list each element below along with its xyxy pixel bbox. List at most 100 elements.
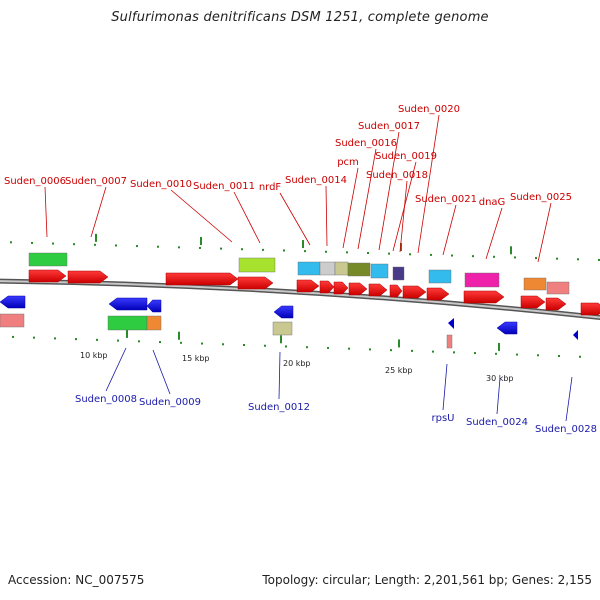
major-tick-bottom (126, 329, 128, 338)
minor-tick-bottom (411, 349, 413, 352)
minor-tick-bottom (222, 343, 224, 346)
major-tick-top (510, 246, 512, 255)
gene-label-top: Suden_0019 (375, 151, 437, 162)
gene-label-top: Suden_0016 (335, 138, 397, 149)
minor-tick-bottom (558, 355, 560, 358)
minor-tick-top (73, 243, 75, 246)
feature-box (238, 257, 276, 273)
feature-box (297, 261, 321, 276)
gene-label-top: Suden_0010 (130, 179, 192, 190)
major-tick-top (400, 243, 402, 251)
minor-tick-top (388, 252, 390, 255)
minor-tick-top (430, 253, 432, 256)
minor-tick-top (493, 255, 495, 258)
leader-line (417, 114, 440, 254)
gene-label-top: Suden_0025 (510, 192, 572, 203)
leader-line (537, 202, 552, 263)
minor-tick-top (94, 243, 96, 246)
minor-tick-top (325, 250, 327, 253)
major-tick-top (95, 233, 97, 242)
cds-reverse-arrow (108, 297, 148, 311)
feature-box (464, 272, 500, 288)
gene-label-top: Suden_0007 (65, 176, 127, 187)
gene-label-top: Suden_0006 (4, 176, 66, 187)
gene-label-top: nrdF (259, 182, 282, 193)
gene-label-bottom: Suden_0028 (535, 424, 597, 435)
leader-line (342, 167, 359, 249)
minor-tick-bottom (264, 344, 266, 347)
cds-forward-arrow (165, 272, 239, 286)
cds-reverse-arrow (0, 295, 26, 309)
minor-tick-top (535, 257, 537, 260)
minor-tick-bottom (348, 347, 350, 350)
leader-line (152, 349, 171, 395)
leader-line (378, 131, 400, 251)
feature-box (146, 315, 162, 331)
minor-tick-top (577, 258, 579, 261)
gene-label-top: Suden_0021 (415, 194, 477, 205)
minor-tick-bottom (75, 338, 77, 341)
major-tick-bottom (280, 335, 282, 344)
scale-label: 20 kbp (283, 359, 311, 368)
minor-tick-bottom (474, 352, 476, 355)
minor-tick-bottom (537, 354, 539, 357)
cds-forward-arrow (237, 276, 274, 290)
major-tick-top (302, 240, 304, 249)
cds-forward-arrow (28, 269, 67, 283)
minor-tick-top (199, 246, 201, 249)
minor-tick-top (136, 245, 138, 248)
minor-tick-bottom (201, 342, 203, 345)
feature-box (428, 269, 452, 284)
minor-tick-top (304, 250, 306, 253)
cds-forward-arrow (67, 270, 109, 284)
feature-box (334, 261, 349, 276)
feature-box (446, 334, 453, 349)
minor-tick-bottom (138, 340, 140, 343)
cds-forward-arrow (333, 281, 349, 295)
feature-box (392, 266, 405, 281)
minor-tick-bottom (327, 346, 329, 349)
cds-forward-arrow (426, 287, 450, 301)
feature-box (370, 263, 389, 279)
minor-tick-bottom (306, 346, 308, 349)
minor-tick-top (409, 253, 411, 256)
minor-tick-top (241, 248, 243, 251)
gene-label-bottom: Suden_0012 (248, 402, 310, 413)
scale-label: 10 kbp (80, 351, 108, 360)
leader-line (278, 351, 281, 400)
minor-tick-top (556, 257, 558, 260)
minor-tick-bottom (390, 349, 392, 352)
minor-tick-top (262, 248, 264, 251)
gene-label-bottom: rpsU (432, 413, 455, 424)
feature-box (0, 313, 25, 328)
minor-tick-top (178, 246, 180, 249)
cds-forward-arrow (463, 290, 505, 304)
minor-tick-bottom (159, 341, 161, 344)
gene-label-top: Suden_0017 (358, 121, 420, 132)
minor-tick-top (514, 256, 516, 259)
leader-line (105, 347, 127, 392)
leader-line (399, 180, 408, 253)
feature-box (28, 252, 68, 267)
minor-tick-bottom (243, 344, 245, 347)
gene-label-bottom: Suden_0009 (139, 397, 201, 408)
cds-reverse-arrow (273, 305, 294, 319)
leader-line (565, 376, 573, 422)
minor-tick-bottom (96, 338, 98, 341)
minor-tick-bottom (579, 355, 581, 358)
minor-tick-bottom (285, 345, 287, 348)
minor-tick-top (598, 258, 600, 261)
minor-tick-bottom (12, 335, 14, 338)
minor-tick-bottom (369, 348, 371, 351)
leader-line (279, 192, 311, 246)
minor-tick-top (52, 242, 54, 245)
leader-line (170, 189, 233, 243)
minor-tick-top (157, 245, 159, 248)
minor-tick-top (115, 244, 117, 247)
minor-tick-bottom (117, 339, 119, 342)
gene-label-top: dnaG (479, 197, 506, 208)
major-tick-top (200, 237, 202, 245)
leader-line (233, 191, 261, 244)
genome-summary-text: Topology: circular; Length: 2,201,561 bp… (262, 573, 592, 587)
minor-tick-bottom (516, 353, 518, 356)
